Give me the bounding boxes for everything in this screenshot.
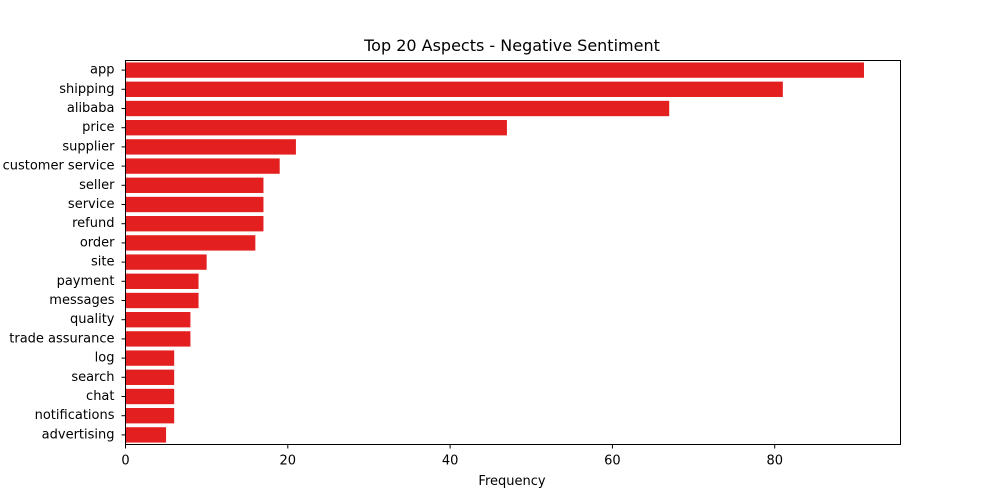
category-label: messages bbox=[49, 293, 114, 308]
category-label: site bbox=[91, 255, 114, 270]
x-tick-label: 0 bbox=[121, 454, 129, 469]
bar-app bbox=[125, 62, 864, 78]
category-label: log bbox=[95, 351, 115, 366]
category-label: seller bbox=[79, 178, 115, 193]
bar-supplier bbox=[125, 139, 296, 155]
category-label: search bbox=[71, 370, 114, 385]
bar-order bbox=[125, 235, 256, 251]
category-label: payment bbox=[57, 274, 115, 289]
x-tick-label: 40 bbox=[442, 454, 459, 469]
bars-group bbox=[125, 62, 864, 443]
bar-shipping bbox=[125, 81, 783, 97]
bar-search bbox=[125, 369, 175, 385]
category-label: order bbox=[80, 235, 115, 250]
bar-site bbox=[125, 254, 207, 270]
category-label: service bbox=[68, 197, 115, 212]
x-tick-label: 80 bbox=[766, 454, 783, 469]
category-label: quality bbox=[70, 312, 115, 327]
bar-notifications bbox=[125, 408, 175, 424]
category-label: advertising bbox=[42, 427, 115, 442]
category-label: trade assurance bbox=[9, 331, 114, 346]
bar-price bbox=[125, 120, 507, 136]
bar-quality bbox=[125, 312, 191, 328]
plot-frame bbox=[125, 60, 901, 445]
x-tick-label: 20 bbox=[280, 454, 297, 469]
x-axis-ticks: 0 20 40 60 80 bbox=[121, 444, 783, 469]
x-tick-label: 60 bbox=[604, 454, 621, 469]
bar-messages bbox=[125, 292, 199, 309]
chart-title: Top 20 Aspects - Negative Sentiment bbox=[363, 36, 660, 55]
bar-payment bbox=[125, 273, 199, 289]
bar-chat bbox=[125, 388, 175, 405]
bar-refund bbox=[125, 216, 264, 232]
bar-service bbox=[125, 196, 264, 213]
category-label: shipping bbox=[59, 82, 114, 97]
category-labels: app shipping alibaba price supplier customer … bbox=[3, 63, 126, 442]
x-axis-label: Frequency bbox=[478, 474, 545, 489]
bar-trade-assurance bbox=[125, 331, 191, 347]
category-label: refund bbox=[72, 216, 114, 231]
category-label: chat bbox=[86, 389, 114, 404]
category-label: alibaba bbox=[67, 101, 115, 116]
bar-seller bbox=[125, 177, 264, 193]
bar-alibaba bbox=[125, 100, 670, 117]
category-label: customer service bbox=[3, 159, 115, 174]
bar-advertising bbox=[125, 427, 167, 443]
category-label: notifications bbox=[35, 408, 115, 423]
category-label: price bbox=[82, 120, 114, 135]
bar-log bbox=[125, 350, 175, 366]
category-label: supplier bbox=[62, 139, 115, 154]
category-label: app bbox=[90, 63, 114, 78]
bar-customer-service bbox=[125, 158, 280, 174]
